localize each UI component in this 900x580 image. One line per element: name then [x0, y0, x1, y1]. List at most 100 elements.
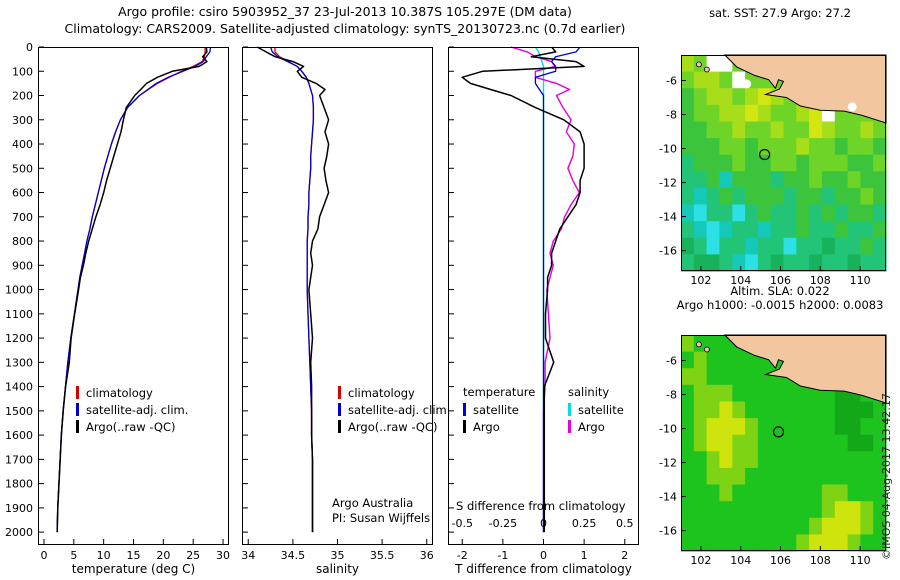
climatology-line-swatch — [76, 386, 79, 399]
legend-item-climatology: climatology — [338, 384, 450, 401]
t-satellite-line-swatch — [463, 403, 466, 416]
figure-title: Argo profile: csiro 5903952_37 23-Jul-20… — [118, 4, 572, 19]
svg-text:34: 34 — [241, 549, 255, 562]
diff-legend-salinity-column: salinity satellite Argo — [568, 384, 624, 435]
legend-label: Argo — [578, 419, 605, 434]
svg-text:600: 600 — [12, 187, 33, 200]
svg-text:0.25: 0.25 — [572, 517, 597, 530]
svg-text:20: 20 — [156, 549, 170, 562]
svg-text:0: 0 — [26, 41, 33, 54]
svg-text:0.5: 0.5 — [616, 517, 634, 530]
svg-text:S difference from climatology: S difference from climatology — [456, 499, 626, 513]
svg-text:1900: 1900 — [5, 502, 33, 515]
svg-text:30: 30 — [216, 549, 230, 562]
legend-item-satellite-adj: satellite-adj. clim. — [338, 401, 450, 418]
svg-text:100: 100 — [12, 65, 33, 78]
svg-text:-16: -16 — [659, 525, 677, 538]
legend-label: satellite-adj. clim. — [348, 402, 451, 417]
diff-legend-temperature-column: temperature satellite Argo — [463, 384, 535, 435]
svg-text:104: 104 — [730, 274, 751, 287]
svg-text:1500: 1500 — [5, 405, 33, 418]
sst-map: 102 104 106 108 110 -6 -8 -10 -12 -14 -16 — [659, 54, 887, 287]
svg-text:110: 110 — [850, 554, 871, 567]
svg-text:25: 25 — [186, 549, 200, 562]
s-argo-line-swatch — [568, 420, 571, 433]
salinity-axis-label: salinity — [315, 562, 360, 576]
legend-label: climatology — [348, 385, 415, 400]
pi-note: PI: Susan Wijffels — [332, 511, 431, 525]
svg-text:-10: -10 — [659, 143, 677, 156]
svg-text:106: 106 — [770, 274, 791, 287]
legend-label: Argo(..raw -QC) — [348, 419, 438, 434]
svg-text:108: 108 — [810, 274, 831, 287]
legend-item-s-satellite: satellite — [568, 401, 624, 418]
svg-text:400: 400 — [12, 138, 33, 151]
svg-text:-2: -2 — [457, 549, 468, 562]
svg-text:104: 104 — [730, 554, 751, 567]
climatology-line-swatch — [338, 386, 341, 399]
svg-text:36: 36 — [420, 549, 434, 562]
satellite-line-swatch — [338, 403, 341, 416]
legend-item-argo: Argo(..raw -QC) — [76, 418, 188, 435]
sla-map: 102 104 106 108 110 -6 -8 -10 -12 -14 -16 — [659, 334, 887, 567]
legend-label: Argo — [473, 419, 500, 434]
temperature-axis-label: temperature (deg C) — [71, 562, 196, 576]
svg-text:110: 110 — [850, 274, 871, 287]
argo-line-swatch — [76, 420, 79, 433]
legend-label: satellite-adj. clim. — [86, 402, 189, 417]
legend-label: satellite — [473, 402, 519, 417]
svg-text:102: 102 — [690, 554, 711, 567]
svg-text:-6: -6 — [666, 75, 677, 88]
argo-australia-note: Argo Australia — [332, 496, 414, 510]
sla-map-float-marker — [772, 426, 785, 438]
svg-text:1100: 1100 — [5, 308, 33, 321]
svg-text:-10: -10 — [659, 423, 677, 436]
svg-text:-6: -6 — [666, 355, 677, 368]
argo-line-swatch — [338, 420, 341, 433]
svg-text:106: 106 — [770, 554, 791, 567]
svg-text:102: 102 — [690, 274, 711, 287]
legend-item-argo: Argo(..raw -QC) — [338, 418, 450, 435]
legend-label: Argo(..raw -QC) — [86, 419, 176, 434]
svg-text:1: 1 — [581, 549, 588, 562]
salinity-legend: climatology satellite-adj. clim. Argo(..… — [338, 384, 450, 435]
salinity-profile-plot: 34 34.5 35 35.5 36 — [241, 46, 434, 562]
svg-text:108: 108 — [810, 554, 831, 567]
svg-text:-12: -12 — [659, 457, 677, 470]
legend-label: satellite — [578, 402, 624, 417]
svg-text:2: 2 — [621, 549, 628, 562]
svg-text:0: 0 — [540, 549, 547, 562]
sla-map-subtitle: Argo h1000: -0.0015 h2000: 0.0083 — [676, 298, 884, 312]
svg-text:1600: 1600 — [5, 429, 33, 442]
imos-watermark: ©IMOS 04-Aug-2017 13:42:17 — [880, 393, 893, 560]
svg-text:300: 300 — [12, 114, 33, 127]
legend-item-t-satellite: satellite — [463, 401, 535, 418]
svg-text:10: 10 — [97, 549, 111, 562]
svg-text:-8: -8 — [666, 109, 677, 122]
svg-text:-12: -12 — [659, 177, 677, 190]
sst-map-title: sat. SST: 27.9 Argo: 27.2 — [709, 6, 851, 20]
svg-text:-0.25: -0.25 — [489, 517, 517, 530]
svg-text:-0.5: -0.5 — [451, 517, 472, 530]
svg-text:35: 35 — [331, 549, 345, 562]
legend-label: climatology — [86, 385, 153, 400]
satellite-line-swatch — [76, 403, 79, 416]
svg-text:1200: 1200 — [5, 332, 33, 345]
svg-text:800: 800 — [12, 235, 33, 248]
sla-map-title: Altim. SLA: 0.022 — [730, 284, 830, 298]
svg-text:2000: 2000 — [5, 526, 33, 539]
svg-text:-16: -16 — [659, 245, 677, 258]
sst-map-float-marker — [758, 148, 771, 161]
svg-text:1300: 1300 — [5, 356, 33, 369]
difference-profile-plot: -2 -1 0 1 2 S difference from climatology -0.5… — [448, 46, 639, 562]
svg-text:0: 0 — [540, 517, 547, 530]
tdiff-axis-label: T difference from climatology — [455, 562, 632, 576]
temperature-profile-plot: 0 5 10 15 20 25 300100200300400500600700800900… — [5, 41, 230, 562]
svg-text:900: 900 — [12, 259, 33, 272]
svg-text:-8: -8 — [666, 389, 677, 402]
svg-text:5: 5 — [70, 549, 77, 562]
svg-text:-1: -1 — [497, 549, 508, 562]
svg-text:1800: 1800 — [5, 478, 33, 491]
